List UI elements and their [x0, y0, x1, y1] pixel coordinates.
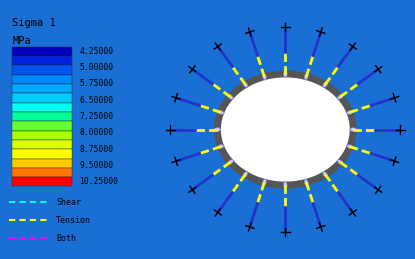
Ellipse shape	[160, 27, 411, 232]
FancyBboxPatch shape	[12, 131, 72, 140]
FancyBboxPatch shape	[12, 75, 72, 84]
Ellipse shape	[347, 145, 353, 149]
Ellipse shape	[337, 94, 343, 99]
FancyBboxPatch shape	[12, 84, 72, 93]
Text: 8.00000: 8.00000	[79, 128, 113, 137]
Ellipse shape	[243, 82, 248, 88]
Ellipse shape	[217, 74, 353, 185]
Ellipse shape	[166, 31, 405, 228]
Ellipse shape	[194, 55, 376, 204]
FancyBboxPatch shape	[12, 168, 72, 177]
Ellipse shape	[262, 73, 266, 80]
Text: Sigma 1: Sigma 1	[12, 18, 56, 28]
Ellipse shape	[188, 50, 382, 209]
Ellipse shape	[304, 179, 308, 186]
Text: 9.50000: 9.50000	[79, 161, 113, 170]
FancyBboxPatch shape	[12, 93, 72, 103]
Text: 10.25000: 10.25000	[79, 177, 118, 186]
FancyBboxPatch shape	[12, 159, 72, 168]
Text: 8.75000: 8.75000	[79, 145, 113, 154]
Ellipse shape	[243, 171, 248, 177]
Text: 6.50000: 6.50000	[79, 96, 113, 105]
Ellipse shape	[171, 36, 399, 223]
Ellipse shape	[323, 171, 328, 177]
Ellipse shape	[177, 41, 394, 218]
FancyBboxPatch shape	[12, 112, 72, 121]
FancyBboxPatch shape	[12, 177, 72, 186]
FancyBboxPatch shape	[12, 149, 72, 159]
Ellipse shape	[217, 145, 224, 149]
Ellipse shape	[227, 160, 233, 165]
Ellipse shape	[200, 60, 371, 199]
FancyBboxPatch shape	[12, 121, 72, 131]
Text: 4.25000: 4.25000	[79, 47, 113, 56]
Ellipse shape	[212, 69, 359, 190]
Ellipse shape	[148, 17, 415, 242]
Ellipse shape	[337, 160, 343, 165]
Ellipse shape	[154, 22, 415, 237]
FancyBboxPatch shape	[12, 103, 72, 112]
Ellipse shape	[304, 73, 308, 80]
Ellipse shape	[214, 128, 221, 131]
FancyBboxPatch shape	[12, 56, 72, 65]
Text: Both: Both	[56, 234, 76, 243]
Text: Shear: Shear	[56, 198, 81, 206]
Text: 7.25000: 7.25000	[79, 112, 113, 121]
Ellipse shape	[350, 128, 356, 131]
Ellipse shape	[323, 82, 328, 88]
Ellipse shape	[206, 64, 365, 195]
FancyBboxPatch shape	[12, 47, 72, 56]
Ellipse shape	[227, 94, 233, 99]
Text: MPa: MPa	[12, 36, 31, 46]
Text: 5.00000: 5.00000	[79, 63, 113, 72]
FancyBboxPatch shape	[12, 65, 72, 75]
Text: 5.75000: 5.75000	[79, 80, 113, 88]
Ellipse shape	[347, 110, 353, 114]
Ellipse shape	[217, 110, 224, 114]
Ellipse shape	[283, 182, 287, 189]
Ellipse shape	[262, 179, 266, 186]
Ellipse shape	[183, 46, 388, 213]
Ellipse shape	[283, 70, 287, 77]
FancyBboxPatch shape	[12, 140, 72, 149]
Text: Tension: Tension	[56, 216, 91, 225]
